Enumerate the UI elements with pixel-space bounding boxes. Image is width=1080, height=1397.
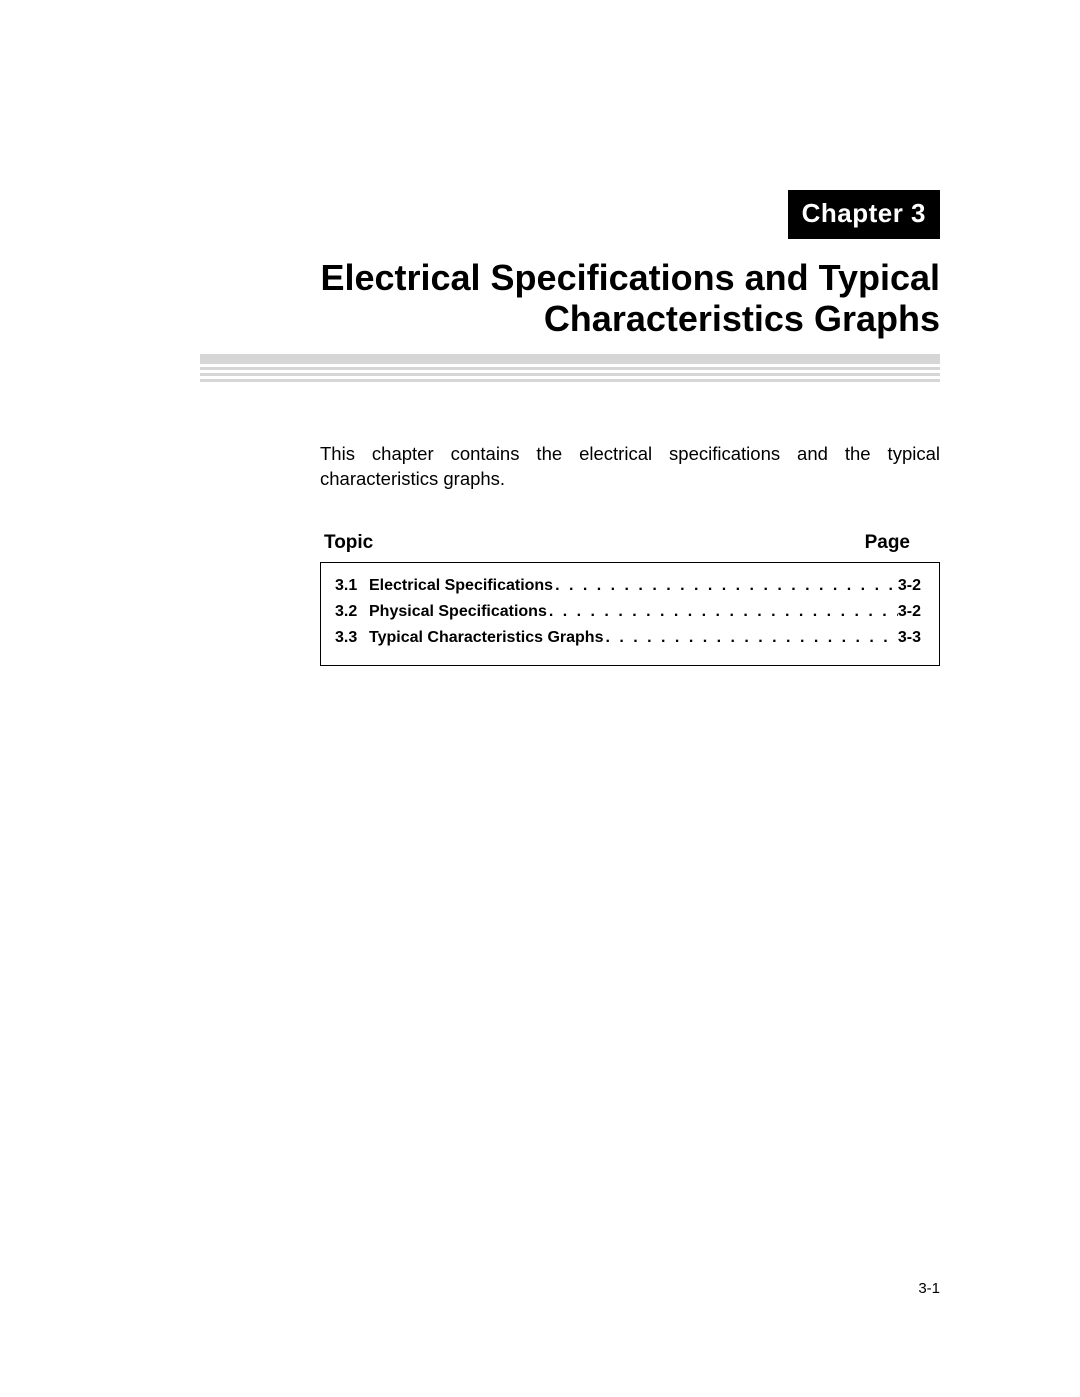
chapter-title: Electrical Specifications and Typical Ch…: [200, 257, 940, 340]
page-container: Chapter 3 Electrical Specifications and …: [0, 0, 1080, 666]
toc-row: 3.2 Physical Specifications 3-2: [335, 603, 921, 621]
toc-title: Electrical Specifications: [369, 577, 553, 595]
toc-box: 3.1 Electrical Specifications 3-2 3.2 Ph…: [320, 562, 940, 666]
toc-title: Physical Specifications: [369, 603, 547, 621]
toc-dots: [553, 577, 898, 595]
rule-thin: [200, 373, 940, 376]
intro-paragraph: This chapter contains the electrical spe…: [320, 442, 940, 492]
title-line-1: Electrical Specifications and Typical: [320, 257, 940, 298]
toc-dots: [547, 603, 898, 621]
rule-thick: [200, 354, 940, 364]
toc-section: Topic Page 3.1 Electrical Specifications…: [320, 532, 940, 666]
chapter-label: Chapter 3: [802, 198, 926, 228]
toc-row: 3.1 Electrical Specifications 3-2: [335, 577, 921, 595]
toc-num: 3.2: [335, 603, 369, 621]
rule-thin: [200, 367, 940, 370]
page-number: 3-1: [918, 1280, 940, 1297]
chapter-bar: Chapter 3: [788, 190, 940, 239]
toc-page: 3-2: [898, 577, 921, 595]
toc-header-topic: Topic: [324, 532, 373, 554]
toc-page: 3-2: [898, 603, 921, 621]
toc-row: 3.3 Typical Characteristics Graphs 3-3: [335, 629, 921, 647]
toc-num: 3.3: [335, 629, 369, 647]
toc-num: 3.1: [335, 577, 369, 595]
toc-header: Topic Page: [320, 532, 940, 562]
title-line-2: Characteristics Graphs: [544, 298, 940, 339]
toc-header-page: Page: [865, 532, 910, 554]
rule-thin: [200, 379, 940, 382]
toc-dots: [603, 629, 897, 647]
horizontal-rules: [200, 354, 940, 382]
toc-page: 3-3: [898, 629, 921, 647]
toc-title: Typical Characteristics Graphs: [369, 629, 603, 647]
